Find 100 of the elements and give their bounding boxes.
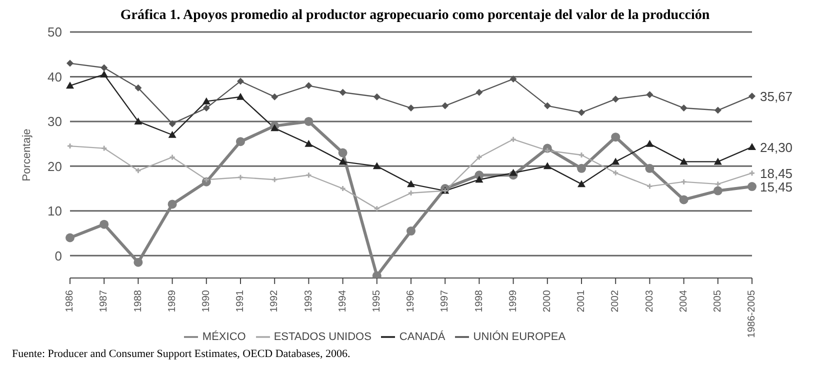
x-tick-label: 1994 bbox=[337, 290, 348, 312]
point bbox=[544, 147, 551, 154]
x-tick-label: 1993 bbox=[303, 290, 314, 312]
point bbox=[374, 205, 380, 212]
y-tick-label: 50 bbox=[48, 24, 62, 40]
point bbox=[100, 64, 108, 72]
point bbox=[407, 180, 415, 188]
point bbox=[578, 109, 585, 116]
point bbox=[680, 158, 688, 165]
point bbox=[475, 176, 484, 183]
point bbox=[305, 82, 312, 90]
legend-label: CANADÁ bbox=[399, 330, 446, 343]
y-tick-label: 10 bbox=[48, 204, 62, 219]
point bbox=[168, 120, 176, 128]
point bbox=[680, 178, 688, 186]
point bbox=[543, 162, 552, 170]
point bbox=[236, 137, 245, 146]
point bbox=[646, 91, 654, 98]
x-tick-label: 1986 bbox=[64, 290, 76, 312]
point bbox=[578, 152, 585, 158]
legend-label: UNIÓN EUROPEA bbox=[473, 330, 566, 343]
x-tick-label: 2005 bbox=[712, 290, 724, 312]
point bbox=[66, 233, 74, 242]
point bbox=[338, 158, 347, 165]
point bbox=[408, 104, 414, 112]
point bbox=[748, 142, 756, 150]
point bbox=[339, 88, 346, 96]
point bbox=[304, 116, 314, 126]
point bbox=[134, 117, 142, 124]
y-tick-label: 20 bbox=[48, 158, 62, 174]
point bbox=[645, 164, 654, 173]
point bbox=[510, 75, 517, 82]
x-tick-label: 1990 bbox=[201, 290, 212, 312]
point bbox=[304, 140, 313, 147]
x-tick-label: 2002 bbox=[610, 290, 622, 312]
point bbox=[408, 190, 414, 196]
point bbox=[305, 172, 312, 178]
point bbox=[612, 158, 620, 165]
point bbox=[373, 93, 380, 100]
y-tick-label: 40 bbox=[48, 69, 62, 84]
y-tick-label: 30 bbox=[48, 114, 62, 130]
x-tick-label: 2004 bbox=[678, 290, 690, 312]
point bbox=[203, 176, 210, 183]
point bbox=[748, 182, 756, 192]
point bbox=[646, 140, 654, 147]
point bbox=[270, 124, 279, 132]
x-tick-label: 2001 bbox=[576, 290, 588, 312]
point bbox=[338, 148, 348, 158]
point bbox=[66, 60, 74, 67]
point bbox=[100, 145, 108, 152]
point bbox=[577, 164, 586, 173]
x-tick-label: 1999 bbox=[508, 290, 519, 312]
point bbox=[713, 186, 722, 196]
point bbox=[679, 195, 688, 204]
point bbox=[168, 200, 177, 209]
point bbox=[168, 130, 176, 138]
legend-label: ESTADOS UNIDOS bbox=[274, 330, 372, 343]
point bbox=[372, 162, 381, 170]
point bbox=[237, 174, 244, 181]
legend-label: MÉXICO bbox=[202, 330, 246, 343]
y-axis-title: Porcentaje bbox=[20, 128, 33, 182]
point bbox=[202, 104, 210, 112]
point bbox=[134, 167, 142, 174]
point bbox=[578, 180, 586, 188]
point bbox=[510, 136, 517, 143]
x-tick-label: 1995 bbox=[372, 290, 383, 312]
point bbox=[134, 258, 143, 267]
x-tick-label: 1998 bbox=[474, 290, 485, 312]
point bbox=[611, 132, 620, 142]
point bbox=[476, 88, 483, 96]
point bbox=[202, 97, 210, 104]
point bbox=[340, 185, 346, 192]
source-note: Fuente: Producer and Consumer Support Estimates, OECD Databases, 2006. bbox=[12, 348, 352, 360]
point bbox=[714, 158, 722, 165]
point bbox=[646, 183, 653, 190]
y-tick-label: 0 bbox=[54, 248, 62, 264]
point bbox=[612, 170, 619, 176]
point bbox=[442, 102, 449, 110]
chart-title: Gráfica 1. Apoyos promedio al productor agropecuario como porcentaje del valor de la producción bbox=[119, 8, 711, 24]
point bbox=[714, 180, 722, 188]
x-tick-label: 1997 bbox=[440, 290, 451, 312]
data-label: 18,45 bbox=[760, 166, 793, 182]
point bbox=[748, 92, 756, 100]
x-tick-label: 1996 bbox=[406, 290, 417, 312]
point bbox=[169, 154, 176, 160]
x-tick-label: 1991 bbox=[235, 290, 246, 312]
point bbox=[66, 82, 74, 89]
point bbox=[100, 70, 108, 78]
point bbox=[236, 92, 244, 100]
x-tick-label: 1986-2005 bbox=[746, 290, 758, 338]
point bbox=[509, 168, 518, 176]
x-tick-label: 1988 bbox=[132, 290, 144, 312]
x-tick-label: 1989 bbox=[166, 290, 178, 312]
x-tick-label: 1987 bbox=[98, 290, 110, 312]
data-label: 15,45 bbox=[760, 180, 793, 195]
x-tick-label: 1992 bbox=[269, 290, 280, 312]
point bbox=[612, 96, 620, 103]
point bbox=[134, 84, 142, 92]
point bbox=[237, 78, 244, 85]
point bbox=[271, 93, 278, 100]
